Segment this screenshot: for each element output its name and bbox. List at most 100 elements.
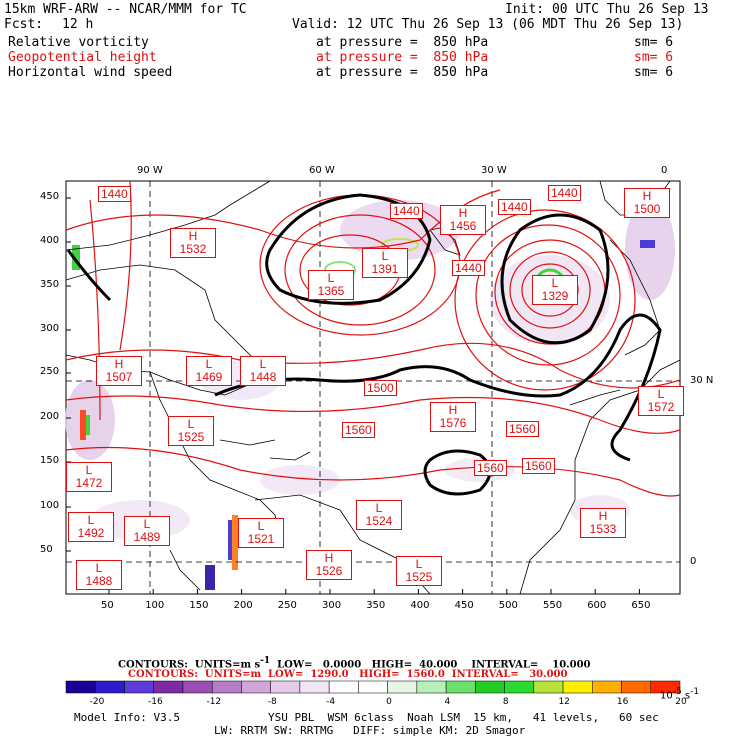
colorbar-swatch — [182, 680, 213, 694]
center-value: 1488 — [85, 574, 113, 588]
forecast-label: Fcst: — [4, 17, 44, 32]
center-kind: H — [458, 206, 468, 220]
lon-label-90w: 90 W — [137, 165, 163, 176]
forecast-hour: 12 h — [62, 17, 94, 32]
center-value: 1469 — [195, 370, 223, 384]
y-tick-label: 250 — [40, 366, 60, 377]
x-tick-label: 500 — [498, 600, 518, 611]
colorbar-swatch — [153, 680, 184, 694]
colorbar-swatch — [445, 680, 476, 694]
height-center-label: L 1469 — [186, 356, 232, 386]
height-center-label: L 1524 — [356, 500, 402, 530]
colorbar-label: 12 — [558, 697, 570, 707]
colorbar-label: -8 — [267, 697, 277, 707]
y-tick-label: 150 — [40, 455, 60, 466]
contour-value-label: 1440 — [390, 203, 423, 219]
center-kind: L — [143, 517, 151, 531]
height-center-label: L 1492 — [68, 512, 114, 542]
center-value: 1526 — [315, 564, 343, 578]
height-center-label: L 1448 — [240, 356, 286, 386]
center-value: 1472 — [75, 476, 103, 490]
center-kind: L — [381, 249, 389, 263]
coastlines — [65, 180, 681, 595]
x-tick-label: 50 — [101, 600, 114, 611]
center-kind: L — [375, 501, 383, 515]
field-smooth-vorticity: sm= 6 — [634, 35, 674, 50]
height-contour-info: CONTOURS: UNITS=m LOW= 1290.0 HIGH= 1560… — [128, 669, 568, 680]
colorbar-label: 0 — [386, 697, 392, 707]
init-time: Init: 00 UTC Thu 26 Sep 13 — [505, 2, 709, 17]
colorbar-swatch — [94, 680, 125, 694]
height-center-label: L 1472 — [66, 462, 112, 492]
x-tick-label: 250 — [277, 600, 297, 611]
center-value: 1365 — [317, 284, 345, 298]
x-tick-label: 450 — [454, 600, 474, 611]
x-tick-label: 400 — [410, 600, 430, 611]
x-tick-label: 550 — [543, 600, 563, 611]
center-value: 1500 — [633, 202, 661, 216]
field-pressure-vorticity: at pressure = 850 hPa — [316, 35, 489, 50]
colorbar-label: 8 — [502, 697, 509, 707]
y-tick-label: 400 — [40, 235, 60, 246]
center-value: 1532 — [179, 242, 207, 256]
height-center-label: L 1525 — [396, 556, 442, 586]
x-tick-label: 350 — [366, 600, 386, 611]
physics-info: YSU PBL WSM 6class Noah LSM 15 km, 41 le… — [268, 711, 659, 724]
center-kind: L — [327, 271, 335, 285]
colorbar-swatch — [621, 680, 652, 694]
height-center-label: L 1329 — [532, 275, 578, 305]
wind-contour-info: CONTOURS: UNITS=m s-1 LOW= 0.0000 HIGH= … — [118, 656, 591, 671]
height-center-label: L 1391 — [362, 248, 408, 278]
colorbar-swatch — [65, 680, 96, 694]
y-tick-label: 100 — [40, 500, 60, 511]
height-center-label: H 1576 — [430, 402, 476, 432]
center-kind: L — [187, 417, 195, 431]
model-info: Model Info: V3.5 — [74, 711, 180, 724]
contour-value-label: 1500 — [364, 380, 397, 396]
lon-label-0: 0 — [661, 165, 668, 176]
colorbar-swatch — [416, 680, 447, 694]
center-value: 1507 — [105, 370, 133, 384]
field-smooth-height: sm= 6 — [634, 50, 674, 65]
field-name-vorticity: Relative vorticity — [8, 35, 149, 50]
model-title: 15km WRF-ARW -- NCAR/MMM for TC — [4, 2, 247, 17]
contour-value-label: 1440 — [98, 186, 131, 202]
colorbar-label: -16 — [148, 697, 163, 707]
colorbar-swatch — [299, 680, 330, 694]
height-center-label: L 1525 — [168, 416, 214, 446]
center-value: 1391 — [371, 262, 399, 276]
x-tick-label: 200 — [233, 600, 253, 611]
y-tick-label: 350 — [40, 279, 60, 290]
contour-value-label: 1560 — [474, 460, 507, 476]
x-tick-label: 300 — [322, 600, 342, 611]
center-kind: H — [188, 229, 198, 243]
y-tick-label: 200 — [40, 411, 60, 422]
field-name-height: Geopotential height — [8, 50, 157, 65]
height-center-label: H 1456 — [440, 205, 486, 235]
center-value: 1329 — [541, 289, 569, 303]
center-kind: L — [257, 519, 265, 533]
colorbar-swatch — [328, 680, 359, 694]
contour-value-label: 1560 — [342, 422, 375, 438]
center-kind: H — [598, 509, 608, 523]
colorbar-label: -12 — [206, 697, 222, 707]
y-tick-label: 300 — [40, 323, 60, 334]
contour-value-label: 1560 — [522, 458, 555, 474]
lat-label-30n: 30 N — [690, 375, 714, 386]
vorticity-colorbar — [65, 680, 681, 694]
height-center-label: H 1532 — [170, 228, 216, 258]
field-smooth-wind: sm= 6 — [634, 65, 674, 80]
center-kind: L — [551, 276, 559, 290]
colorbar-label: -20 — [89, 697, 105, 707]
contour-value-label: 1440 — [498, 199, 531, 215]
colorbar-swatch — [533, 680, 564, 694]
center-kind: H — [448, 403, 458, 417]
height-center-label: H 1533 — [580, 508, 626, 538]
center-kind: H — [642, 189, 652, 203]
colorbar-swatch — [241, 680, 271, 694]
colorbar-swatch — [211, 680, 242, 694]
center-value: 1524 — [365, 514, 393, 528]
height-center-label: H 1500 — [624, 188, 670, 218]
center-value: 1489 — [133, 530, 161, 544]
center-kind: L — [415, 557, 423, 571]
